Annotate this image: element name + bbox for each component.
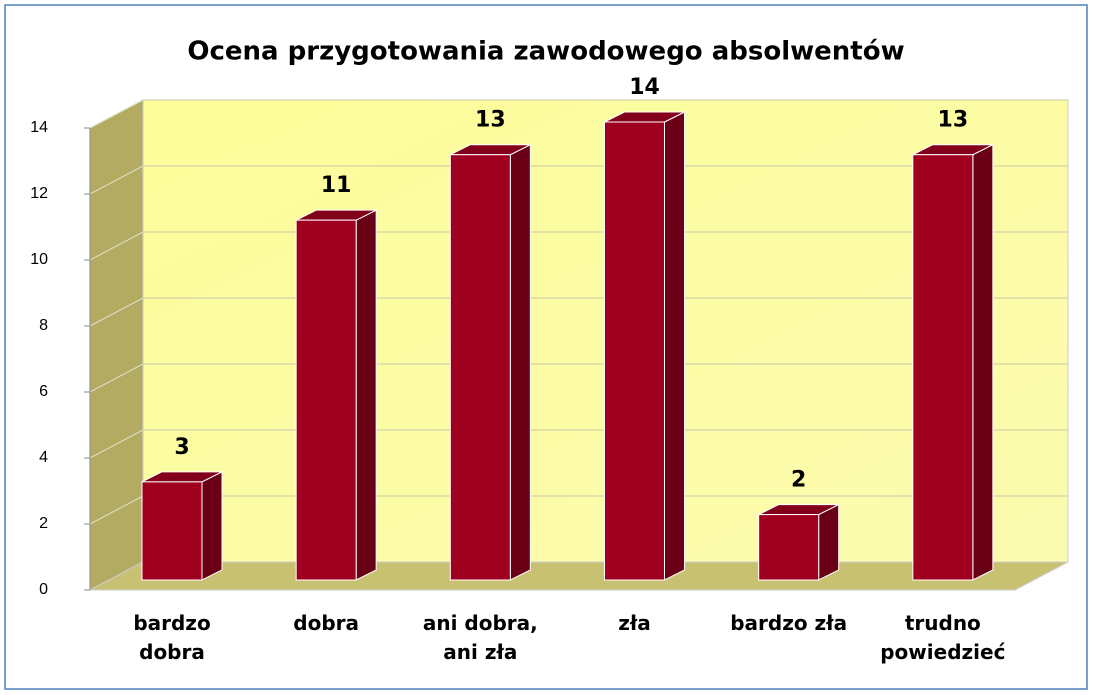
- value-label: 14: [629, 75, 660, 100]
- bar: [912, 154, 974, 581]
- x-tick-label: zła: [618, 611, 651, 635]
- grid-line: [89, 99, 144, 129]
- x-tick-label: bardzo zła: [730, 611, 848, 635]
- y-tick-label: 0: [39, 581, 48, 598]
- y-tick-label: 6: [39, 383, 48, 400]
- value-label: 11: [321, 173, 352, 198]
- chart-title: Ocena przygotowania zawodowego absolwent…: [187, 37, 904, 67]
- grid-line: [89, 297, 144, 327]
- bar-side: [201, 471, 223, 581]
- side-wall: [89, 99, 144, 591]
- bar-side: [664, 111, 685, 581]
- bar: [758, 514, 820, 581]
- value-label: 13: [938, 108, 969, 133]
- value-label: 2: [791, 468, 806, 493]
- bar-side: [818, 503, 840, 581]
- x-tick-label: ani dobra, ani zła: [422, 611, 538, 664]
- y-tick-label: 2: [39, 515, 48, 532]
- x-tick-label: trudno powiedzieć: [880, 611, 1006, 664]
- grid-line: [89, 363, 144, 393]
- bar: [604, 121, 665, 581]
- grid-line: [89, 495, 144, 525]
- grid-line: [89, 429, 144, 459]
- bar-side: [355, 209, 377, 581]
- y-tick-label: 14: [30, 119, 48, 136]
- value-label: 3: [174, 435, 189, 460]
- value-label: 13: [475, 108, 506, 133]
- bar-side: [509, 143, 531, 581]
- bar-side: [972, 143, 994, 581]
- y-tick-label: 10: [30, 251, 48, 268]
- x-tick-label: bardzo dobra: [133, 611, 211, 664]
- grid-line: [89, 165, 144, 195]
- y-tick-label: 12: [30, 185, 48, 202]
- y-tick-label: 4: [39, 449, 48, 466]
- bar: [141, 481, 203, 581]
- grid-line: [89, 231, 144, 261]
- y-tick-label: 8: [39, 317, 48, 334]
- bar: [449, 154, 511, 581]
- bar: [295, 219, 357, 581]
- x-tick-label: dobra: [293, 611, 360, 635]
